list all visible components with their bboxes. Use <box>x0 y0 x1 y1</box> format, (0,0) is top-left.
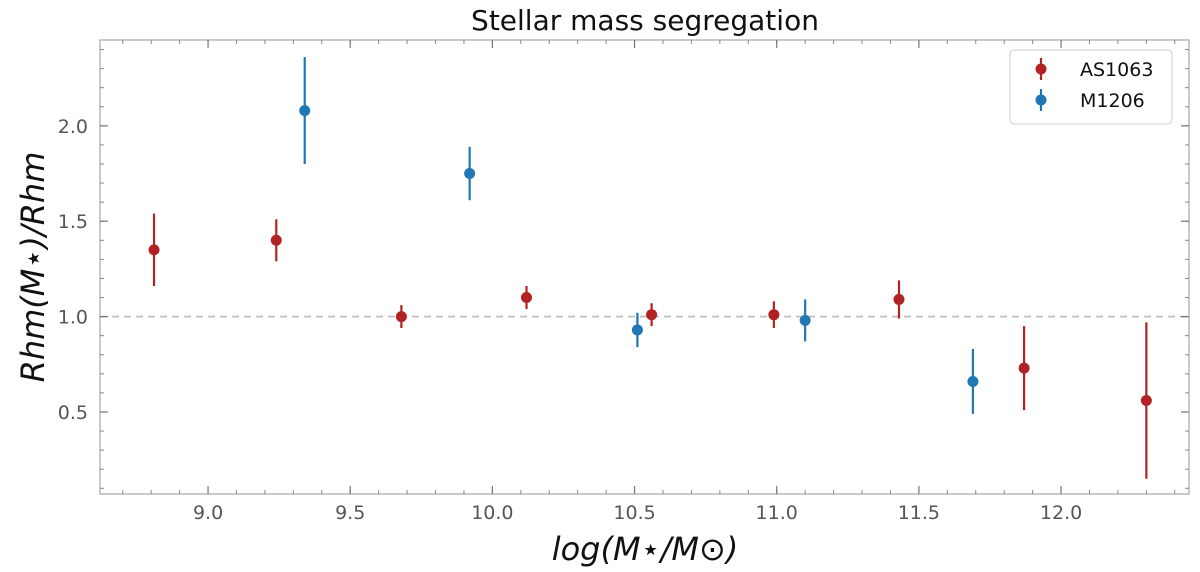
x-tick-label: 12.0 <box>1040 502 1082 524</box>
data-point <box>768 309 780 321</box>
y-axis-label: Rhm(M⋆)/Rhm <box>14 152 52 383</box>
chart-title: Stellar mass segregation <box>471 4 819 37</box>
data-point <box>299 105 311 117</box>
legend: AS1063 M1206 <box>1009 49 1173 125</box>
legend-marker <box>1035 94 1047 106</box>
plot-frame <box>99 39 1190 495</box>
data-point <box>270 234 282 246</box>
y-tick-label: 1.0 <box>58 307 88 329</box>
data-point <box>631 324 643 336</box>
data-point <box>1140 395 1152 407</box>
data-point <box>646 309 658 321</box>
data-point <box>893 293 905 305</box>
legend-marker <box>1035 63 1047 75</box>
legend-label: M1206 <box>1080 90 1145 112</box>
x-tick-label: 11.5 <box>898 502 940 524</box>
x-axis-label: log(M⋆/M⊙) <box>552 530 739 568</box>
data-point <box>521 292 533 304</box>
data-point <box>799 314 811 326</box>
y-tick-label: 0.5 <box>58 402 88 424</box>
data-layer <box>148 57 1152 479</box>
data-point <box>1018 362 1030 374</box>
data-point <box>395 311 407 323</box>
series-m1206 <box>299 57 979 414</box>
data-point <box>148 244 160 256</box>
x-tick-label: 11.0 <box>756 502 798 524</box>
x-tick-label: 9.0 <box>193 502 223 524</box>
y-tick-label: 1.5 <box>58 211 88 233</box>
ticks-layer: 9.0 9.5 10.0 10.5 11.0 11.5 12.0 0.5 1.0 1.5 2.0 <box>58 40 1189 524</box>
series-as1063 <box>148 213 1152 479</box>
y-tick-label: 2.0 <box>58 116 88 138</box>
legend-label: AS1063 <box>1080 59 1153 81</box>
legend-box <box>1009 49 1173 125</box>
data-point <box>967 375 979 387</box>
x-tick-label: 10.5 <box>613 502 655 524</box>
x-tick-label: 9.5 <box>335 502 365 524</box>
data-point <box>464 168 476 180</box>
x-tick-label: 10.0 <box>471 502 513 524</box>
